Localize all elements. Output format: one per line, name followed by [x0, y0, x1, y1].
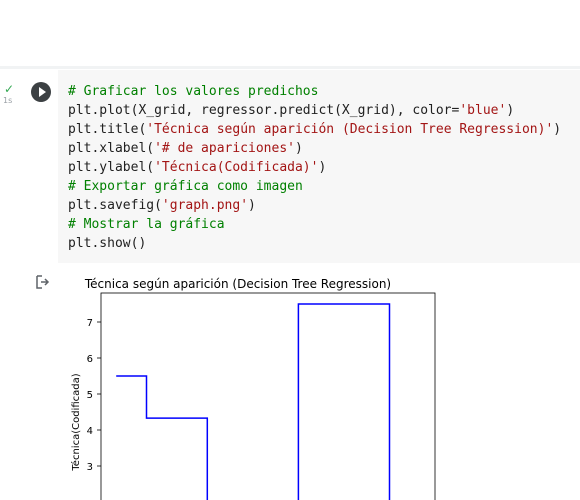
execution-time: 1s — [3, 96, 13, 105]
y-tick-label: 4 — [87, 426, 93, 437]
chart-y-axis-label: Técnica(Codificada) — [70, 373, 82, 471]
code-token: plt.savefig( — [68, 198, 162, 213]
code-line: # Mostrar la gráfica — [68, 217, 225, 232]
code-token: # Graficar los valores predichos — [68, 84, 319, 99]
y-tick-label: 3 — [87, 462, 93, 473]
code-token: plt.plot(X_grid, regressor.predict(X_gri… — [68, 103, 460, 118]
code-token: plt.show() — [68, 236, 147, 251]
code-text[interactable]: # Graficar los valores predichos plt.plo… — [68, 82, 561, 253]
code-line: # Exportar gráfica como imagen — [68, 179, 303, 194]
code-token: ) — [506, 103, 515, 118]
code-line: plt.savefig('graph.png') — [68, 198, 256, 213]
code-token: 'Técnica según aparición (Decision Tree … — [146, 122, 554, 137]
code-token: plt.ylabel( — [68, 160, 155, 175]
run-cell-button[interactable] — [31, 82, 51, 102]
output-redirect-icon[interactable] — [34, 274, 50, 290]
code-token: ) — [318, 160, 327, 175]
code-token: plt.xlabel( — [68, 141, 155, 156]
chart-title: Técnica según aparición (Decision Tree R… — [84, 277, 391, 291]
code-line: # Graficar los valores predichos — [68, 84, 318, 99]
code-token: plt.title( — [68, 122, 147, 137]
check-icon: ✓ — [4, 82, 15, 96]
code-token: # Mostrar la gráfica — [68, 217, 225, 232]
y-tick-label: 6 — [87, 354, 93, 365]
code-token: 'blue' — [459, 103, 507, 118]
code-token: '# de apariciones' — [154, 141, 295, 156]
code-token: ) — [294, 141, 303, 156]
chart: Técnica según aparición (Decision Tree R… — [70, 277, 436, 500]
code-line: plt.xlabel('# de apariciones') — [68, 141, 303, 156]
code-token: 'graph.png' — [161, 198, 249, 213]
series-line — [116, 303, 391, 500]
y-tick-label: 5 — [87, 390, 93, 401]
code-line: plt.title('Técnica según aparición (Deci… — [68, 122, 561, 137]
plot-frame — [100, 292, 436, 500]
code-token: ) — [553, 122, 562, 137]
code-line: plt.show() — [68, 236, 146, 251]
play-icon — [39, 87, 46, 97]
top-divider — [0, 66, 580, 69]
code-line: plt.plot(X_grid, regressor.predict(X_gri… — [68, 103, 514, 118]
code-line: plt.ylabel('Técnica(Codificada)') — [68, 160, 326, 175]
code-token: ) — [248, 198, 256, 213]
y-tick-label: 7 — [87, 318, 93, 329]
code-editor[interactable] — [58, 70, 580, 263]
code-token: # Exportar gráfica como imagen — [68, 179, 303, 194]
code-token: 'Técnica(Codificada)' — [154, 160, 319, 175]
